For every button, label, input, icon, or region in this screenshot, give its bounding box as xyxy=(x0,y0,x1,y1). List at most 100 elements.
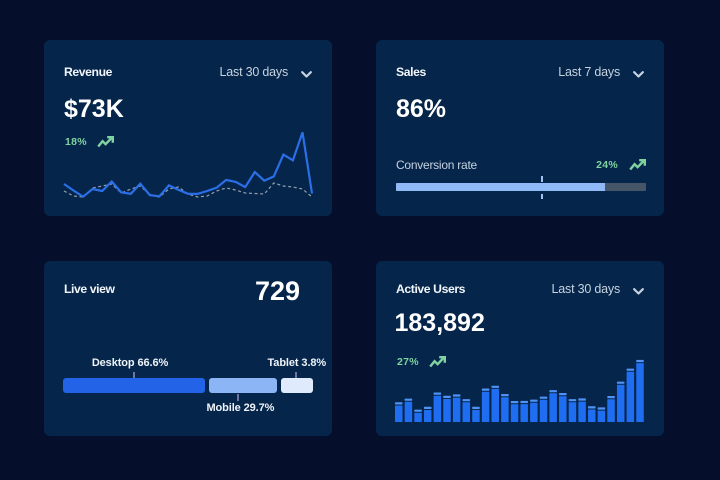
bar-cap xyxy=(530,399,538,402)
bar-cap xyxy=(568,399,577,402)
bar-cap xyxy=(549,390,557,393)
active-users-range-dropdown[interactable]: Last 30 days xyxy=(552,282,644,296)
sales-delta: 24% xyxy=(596,159,618,171)
active-users-card-header: Active Users Last 30 days xyxy=(396,282,644,296)
bar-cap xyxy=(607,396,615,399)
bar-cap xyxy=(616,381,625,384)
trending-up-icon xyxy=(97,136,114,148)
sales-value: 86% xyxy=(396,95,447,123)
bar-cap xyxy=(597,407,606,410)
segment-tick xyxy=(132,371,135,378)
trending-up-icon xyxy=(429,356,446,368)
revenue-range-label: Last 30 days xyxy=(219,65,289,79)
sales-range-label: Last 7 days xyxy=(558,65,620,79)
bar-cap xyxy=(404,398,413,401)
bar-cap xyxy=(510,401,519,404)
bar-cap xyxy=(481,388,490,391)
bar-body xyxy=(539,399,548,422)
bar-body xyxy=(510,404,519,422)
segment-desktop xyxy=(63,378,205,393)
bar-body xyxy=(443,399,451,422)
chevron-down-icon xyxy=(633,70,644,78)
bar-body xyxy=(462,402,471,422)
current-period-line xyxy=(63,131,314,199)
bar-body xyxy=(616,384,625,422)
bar-cap xyxy=(462,399,471,402)
bar-cap xyxy=(559,393,567,396)
bar-body xyxy=(549,393,557,422)
chevron-down-icon xyxy=(633,287,644,295)
bar-body xyxy=(607,399,615,422)
revenue-card: Revenue Last 30 days $73K 18% xyxy=(44,40,332,216)
bar-body xyxy=(520,404,528,422)
revenue-range-dropdown[interactable]: Last 30 days xyxy=(220,65,312,79)
active-users-delta-row: 27% xyxy=(397,356,477,368)
segment-mobile xyxy=(209,378,277,393)
bar-body xyxy=(414,412,422,422)
live-view-title: Live view xyxy=(64,282,115,296)
sales-title: Sales xyxy=(396,65,426,79)
revenue-delta-row: 18% xyxy=(65,136,145,148)
bar-cap xyxy=(443,395,451,398)
active-users-range-label: Last 30 days xyxy=(551,282,621,296)
bar-body xyxy=(404,401,413,422)
bar-cap xyxy=(626,368,635,371)
conversion-row: Conversion rate 24% xyxy=(396,158,646,172)
active-users-value: 183,892 xyxy=(394,308,485,337)
revenue-line-chart xyxy=(63,131,314,199)
segment-label-desktop: Desktop 66.6% xyxy=(91,357,169,369)
bar-cap xyxy=(501,394,509,397)
sales-card-header: Sales Last 7 days xyxy=(396,65,644,79)
bar-body xyxy=(530,402,538,422)
segment-tablet xyxy=(281,378,313,393)
bar-cap xyxy=(452,394,461,397)
bar-body xyxy=(423,410,432,422)
bar-body xyxy=(472,410,480,422)
bar-body xyxy=(501,397,509,422)
bar-cap xyxy=(539,396,548,399)
sales-card: Sales Last 7 days 86% Conversion rate 24… xyxy=(376,40,664,216)
bar-cap xyxy=(414,409,422,412)
revenue-delta: 18% xyxy=(65,136,87,148)
bar-body xyxy=(433,395,442,422)
conversion-rate-label: Conversion rate xyxy=(396,158,477,172)
segment-label-tablet: Tablet 3.8% xyxy=(267,357,327,369)
live-view-card-header: Live view xyxy=(64,282,312,296)
segment-tick xyxy=(236,394,240,401)
bar-body xyxy=(588,409,596,422)
revenue-value: $73K xyxy=(64,95,124,123)
bar-body xyxy=(395,405,403,422)
bar-cap xyxy=(520,400,528,404)
conversion-progress-fill xyxy=(396,183,605,192)
bar-cap xyxy=(472,406,480,409)
active-users-bar-chart xyxy=(395,359,644,422)
active-users-title: Active Users xyxy=(396,282,466,296)
bar-body xyxy=(452,397,461,422)
bar-body xyxy=(481,391,490,422)
bar-cap xyxy=(578,398,586,401)
revenue-title: Revenue xyxy=(64,65,113,79)
bar-body xyxy=(578,401,586,422)
segment-label-mobile: Mobile 29.7% xyxy=(206,402,275,414)
bar-body xyxy=(597,410,606,422)
chevron-down-icon xyxy=(301,70,312,78)
bar-body xyxy=(491,388,499,422)
bar-cap xyxy=(423,406,432,409)
revenue-card-header: Revenue Last 30 days xyxy=(64,65,312,79)
live-view-card: Live view 729 Desktop 66.6% Mobile 29.7% T… xyxy=(44,261,332,436)
segment-tick xyxy=(295,371,298,378)
previous-period-line xyxy=(63,182,313,198)
sales-range-dropdown[interactable]: Last 7 days xyxy=(558,65,644,79)
bar-cap xyxy=(395,402,403,405)
progress-marker-top xyxy=(540,176,544,182)
bar-body xyxy=(559,396,567,422)
active-users-delta: 27% xyxy=(397,356,419,368)
bar-body xyxy=(636,363,644,422)
bar-cap xyxy=(636,359,644,363)
bar-body xyxy=(568,402,577,422)
progress-marker-bottom xyxy=(540,193,544,200)
device-split-bar: Desktop 66.6% Mobile 29.7% Tablet 3.8% xyxy=(44,261,332,436)
conversion-progress-track xyxy=(396,183,646,192)
bar-body xyxy=(626,371,635,422)
bar-cap xyxy=(491,385,499,388)
